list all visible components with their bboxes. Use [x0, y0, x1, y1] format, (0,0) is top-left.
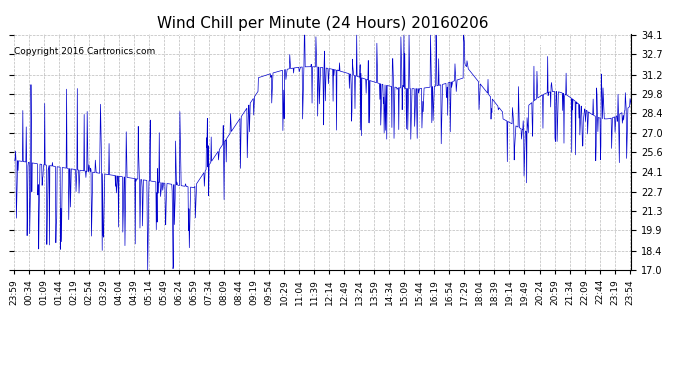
Title: Wind Chill per Minute (24 Hours) 20160206: Wind Chill per Minute (24 Hours) 2016020… [157, 16, 489, 31]
Text: Copyright 2016 Cartronics.com: Copyright 2016 Cartronics.com [14, 47, 155, 56]
